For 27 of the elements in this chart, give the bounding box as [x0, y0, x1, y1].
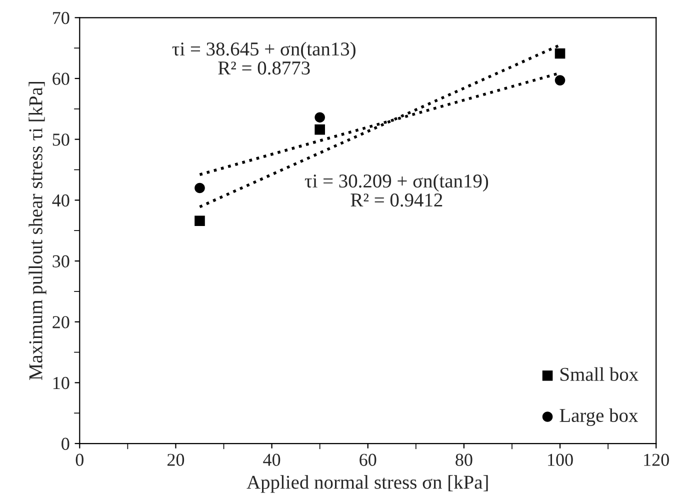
- y-tick-label: 50: [52, 134, 70, 146]
- y-tick-label: 60: [52, 72, 70, 85]
- x-tick-label: 40: [263, 454, 280, 466]
- point: [194, 216, 205, 226]
- point: [314, 124, 325, 135]
- annotation: τi = 30.209 + σn(tan19) R² = 0.9412: [304, 174, 488, 207]
- x-tick-label: 80: [456, 454, 472, 466]
- point: [194, 182, 205, 194]
- annotation: τi = 38.645 + σn(tan13) R² = 0.8773: [172, 42, 356, 75]
- x-tick-label: 120: [644, 454, 669, 466]
- point: [554, 48, 566, 59]
- y-tick-label: 20: [52, 316, 70, 328]
- x-tick-label: 20: [167, 454, 184, 466]
- point: [314, 112, 325, 123]
- y-tick-label: 0: [62, 438, 70, 450]
- y-tick-label: 40: [52, 194, 70, 207]
- x-tick-label: 0: [76, 454, 84, 466]
- y-tick-label: 10: [53, 376, 70, 390]
- point: [554, 75, 566, 86]
- y-tick-label: 70: [53, 12, 70, 24]
- legend-label: Small box: [560, 367, 638, 381]
- x-tick-label: 60: [360, 454, 376, 466]
- y-tick-label: 30: [52, 255, 70, 268]
- x-tick-label: 100: [548, 454, 573, 466]
- legend-label: Large box: [560, 408, 638, 426]
- y-axis-title: Maximum pullout shear stress τi [kPa]: [28, 82, 46, 380]
- x-axis-title: Applied normal stress σn [kPa]: [246, 475, 488, 493]
